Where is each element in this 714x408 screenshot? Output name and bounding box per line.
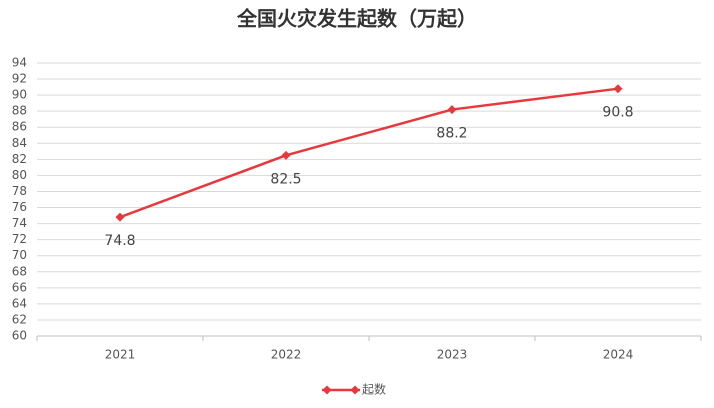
chart-title: 全国火灾发生起数（万起） — [236, 7, 477, 31]
value-label: 74.8 — [104, 233, 135, 249]
y-tick-label: 68 — [12, 264, 27, 278]
point — [613, 84, 623, 94]
x-tick-label: 2023 — [437, 348, 468, 362]
y-tick-label: 90 — [12, 88, 27, 102]
y-tick-label: 66 — [12, 280, 27, 294]
x-tick-label: 2024 — [603, 348, 634, 362]
y-tick-label: 80 — [12, 168, 27, 182]
x-tick-label: 2022 — [271, 348, 302, 362]
y-tick-label: 60 — [12, 329, 27, 343]
point — [115, 212, 125, 222]
y-tick-label: 72 — [12, 232, 27, 246]
y-tick-label: 94 — [12, 56, 27, 70]
y-tick-label: 62 — [12, 312, 27, 326]
value-label: 82.5 — [270, 171, 301, 187]
legend-marker — [350, 385, 360, 395]
y-tick-label: 70 — [12, 248, 27, 262]
y-tick-label: 92 — [12, 72, 27, 86]
y-tick-label: 64 — [12, 296, 27, 310]
legend-label: 起数 — [362, 382, 386, 397]
y-tick-label: 84 — [12, 136, 27, 150]
y-tick-label: 76 — [12, 200, 27, 214]
y-tick-label: 82 — [12, 152, 27, 166]
value-label: 88.2 — [436, 126, 467, 142]
point — [447, 105, 457, 115]
legend-marker — [322, 385, 332, 395]
x-tick-label: 2021 — [105, 348, 136, 362]
point — [281, 150, 291, 160]
y-tick-label: 78 — [12, 184, 27, 198]
y-tick-label: 74 — [12, 216, 27, 230]
value-label: 90.8 — [602, 105, 633, 121]
y-tick-label: 86 — [12, 120, 27, 134]
line — [119, 87, 619, 219]
y-tick-label: 88 — [12, 104, 27, 118]
